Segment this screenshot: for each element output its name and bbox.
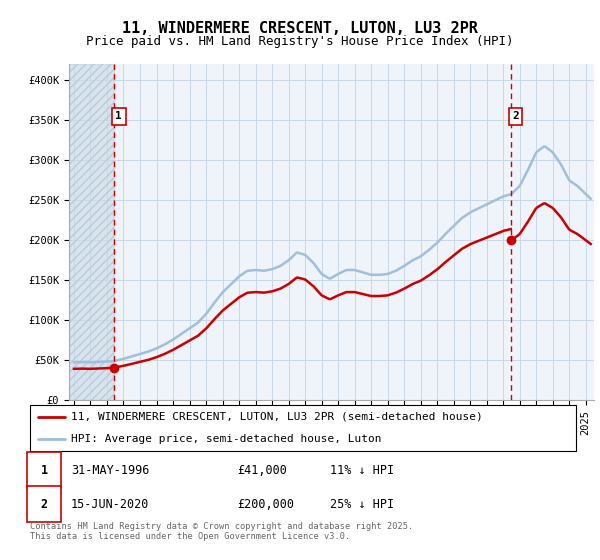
- FancyBboxPatch shape: [27, 452, 61, 488]
- Text: 31-MAY-1996: 31-MAY-1996: [71, 464, 149, 477]
- Bar: [69, 64, 114, 400]
- Text: 15-JUN-2020: 15-JUN-2020: [71, 498, 149, 511]
- Text: 1: 1: [115, 111, 122, 122]
- Text: Contains HM Land Registry data © Crown copyright and database right 2025.
This d: Contains HM Land Registry data © Crown c…: [30, 522, 413, 542]
- Text: 11% ↓ HPI: 11% ↓ HPI: [331, 464, 394, 477]
- Text: Price paid vs. HM Land Registry's House Price Index (HPI): Price paid vs. HM Land Registry's House …: [86, 35, 514, 48]
- Text: 2: 2: [512, 111, 519, 122]
- Text: 11, WINDERMERE CRESCENT, LUTON, LU3 2PR: 11, WINDERMERE CRESCENT, LUTON, LU3 2PR: [122, 21, 478, 36]
- Text: 11, WINDERMERE CRESCENT, LUTON, LU3 2PR (semi-detached house): 11, WINDERMERE CRESCENT, LUTON, LU3 2PR …: [71, 412, 482, 422]
- Text: £41,000: £41,000: [238, 464, 287, 477]
- Text: 1: 1: [41, 464, 48, 477]
- Text: HPI: Average price, semi-detached house, Luton: HPI: Average price, semi-detached house,…: [71, 434, 382, 444]
- Text: 25% ↓ HPI: 25% ↓ HPI: [331, 498, 394, 511]
- FancyBboxPatch shape: [27, 486, 61, 522]
- Bar: [69, 64, 114, 400]
- FancyBboxPatch shape: [30, 405, 576, 451]
- Text: £200,000: £200,000: [238, 498, 295, 511]
- Text: 2: 2: [41, 498, 48, 511]
